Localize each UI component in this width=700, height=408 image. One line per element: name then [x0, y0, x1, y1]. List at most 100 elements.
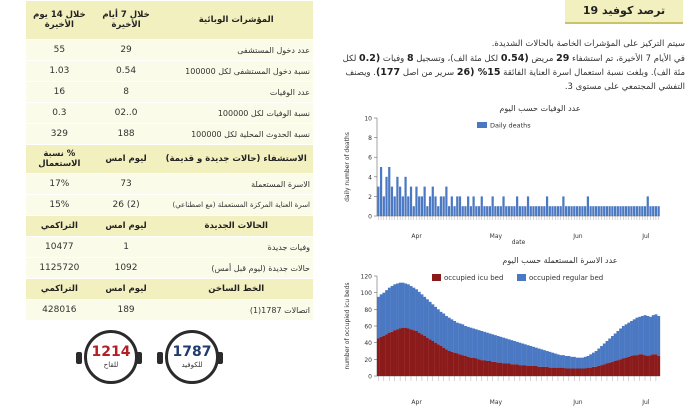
regular-bed-bar — [586, 356, 590, 368]
death-bar — [619, 206, 622, 216]
death-bar — [635, 206, 638, 216]
regular-bed-bar — [420, 294, 424, 335]
regular-bed-bar — [608, 338, 612, 363]
death-bar — [518, 206, 521, 216]
icu-bed-bar — [518, 365, 522, 376]
regular-bed-bar — [439, 311, 443, 346]
death-bar — [537, 206, 541, 216]
death-bar — [428, 196, 432, 216]
legend-label: Daily deaths — [490, 122, 531, 130]
table-header-new-cases: الحالات الجديدة ليوم امس التراكمي — [26, 215, 313, 237]
icu-bed-bar — [583, 368, 587, 376]
regular-bed-bar — [480, 331, 484, 361]
death-bar — [641, 206, 644, 216]
regular-bed-bar — [616, 331, 620, 361]
icu-bed-bar — [605, 363, 609, 376]
table-row: نسبة دخول المستشفى لكل 100000 0.54 1.03 — [26, 60, 313, 82]
death-bar — [510, 206, 513, 216]
death-bar — [633, 206, 636, 216]
y-tick-label: 4 — [368, 174, 372, 181]
row-label: نسبة الحدوث المحلية لكل 100000 — [159, 123, 313, 145]
regular-bed-bar — [377, 296, 380, 339]
icu-bed-bar — [464, 356, 467, 376]
regular-bed-bar — [488, 333, 492, 361]
icu-bed-bar — [649, 355, 652, 376]
regular-bed-bar — [472, 328, 476, 358]
icu-bed-bar — [545, 366, 549, 376]
death-bar — [431, 186, 434, 216]
death-bar — [439, 196, 443, 216]
regular-bed-bar — [507, 339, 511, 364]
death-bar — [401, 196, 404, 216]
row-value-yesterday: 1092 — [92, 257, 160, 279]
y-tick-label: 2 — [368, 194, 372, 201]
death-bar — [388, 167, 391, 216]
icu-bed-bar — [472, 357, 476, 376]
row-label: الاسرة المستعملة — [159, 173, 313, 195]
regular-bed-bar — [572, 356, 576, 369]
icu-bed-bar — [485, 361, 489, 376]
death-bar — [399, 186, 402, 216]
regular-bed-bar — [483, 331, 486, 361]
death-bar — [600, 206, 603, 216]
death-bar — [415, 186, 418, 216]
regular-bed-bar — [404, 283, 408, 328]
regular-bed-bar — [605, 341, 609, 364]
death-bar — [649, 206, 652, 216]
regular-bed-bar — [513, 341, 516, 365]
death-bar — [467, 196, 470, 216]
death-bar — [611, 206, 614, 216]
icu-bed-bar — [572, 368, 576, 376]
header-label: المؤشرات الوبائية — [159, 0, 313, 40]
table-row: الاسرة المستعملة 73 17% — [26, 173, 313, 195]
icu-bed-bar — [638, 354, 642, 376]
death-bar — [630, 206, 633, 216]
icu-bed-bar — [406, 328, 410, 376]
icu-bed-bar — [619, 359, 623, 376]
icu-bed-bar — [608, 362, 612, 376]
icu-bed-bar — [548, 367, 552, 376]
header-14days: خلال 14 يوم الأخيرة — [26, 0, 93, 40]
icu-bed-bar — [477, 359, 481, 376]
icu-bed-bar — [529, 366, 533, 376]
x-month-label: May — [490, 399, 503, 406]
death-bar — [526, 196, 530, 216]
regular-bed-bar — [613, 333, 617, 361]
regular-bed-bar — [651, 315, 655, 355]
icu-bed-bar — [551, 367, 555, 376]
headset-ear-left — [76, 352, 82, 364]
death-bar — [524, 206, 527, 216]
regular-bed-bar — [382, 292, 386, 336]
row-label: حالات جديدة (ليوم قبل أمس) — [159, 257, 313, 279]
header-usage-pct: % نسبة الاستعمال — [26, 144, 93, 174]
regular-bed-bar — [611, 336, 614, 362]
summary-text: . ويصنف التفشي المجتمعي على مستوى 3. — [345, 68, 685, 92]
death-bar — [567, 206, 570, 216]
death-bar — [556, 206, 560, 216]
regular-bed-bar — [453, 321, 457, 353]
regular-bed-bar — [570, 356, 574, 369]
icu-bed-bar — [581, 368, 584, 376]
regular-bed-bar — [556, 354, 560, 368]
regular-bed-bar — [445, 316, 448, 350]
icu-bed-bar — [393, 330, 397, 376]
row-value-pct: 15% — [26, 194, 93, 216]
summary-number: (0.54 — [500, 52, 529, 64]
death-bar — [426, 206, 429, 216]
regular-bed-bar — [523, 344, 527, 366]
icu-bed-bar — [436, 344, 440, 376]
death-bar — [464, 206, 467, 216]
death-bar — [499, 206, 502, 216]
table-header-indicators: المؤشرات الوبائية خلال 7 أيام الأخيرة خل… — [26, 0, 313, 40]
regular-bed-bar — [545, 351, 549, 367]
regular-bed-bar — [564, 356, 568, 369]
icu-bed-bar — [450, 351, 454, 376]
icu-bed-bar — [521, 365, 525, 376]
header-cumulative: التراكمي — [26, 278, 93, 300]
beds-chart: 0 20 40 60 80 100 120 Apr May Jun Jul number of occ… — [344, 274, 661, 406]
death-bar — [565, 206, 568, 216]
death-bar — [605, 206, 609, 216]
regular-bed-bar — [553, 353, 557, 368]
x-month-label: Jun — [572, 399, 583, 406]
headset-ear-right — [217, 352, 223, 364]
